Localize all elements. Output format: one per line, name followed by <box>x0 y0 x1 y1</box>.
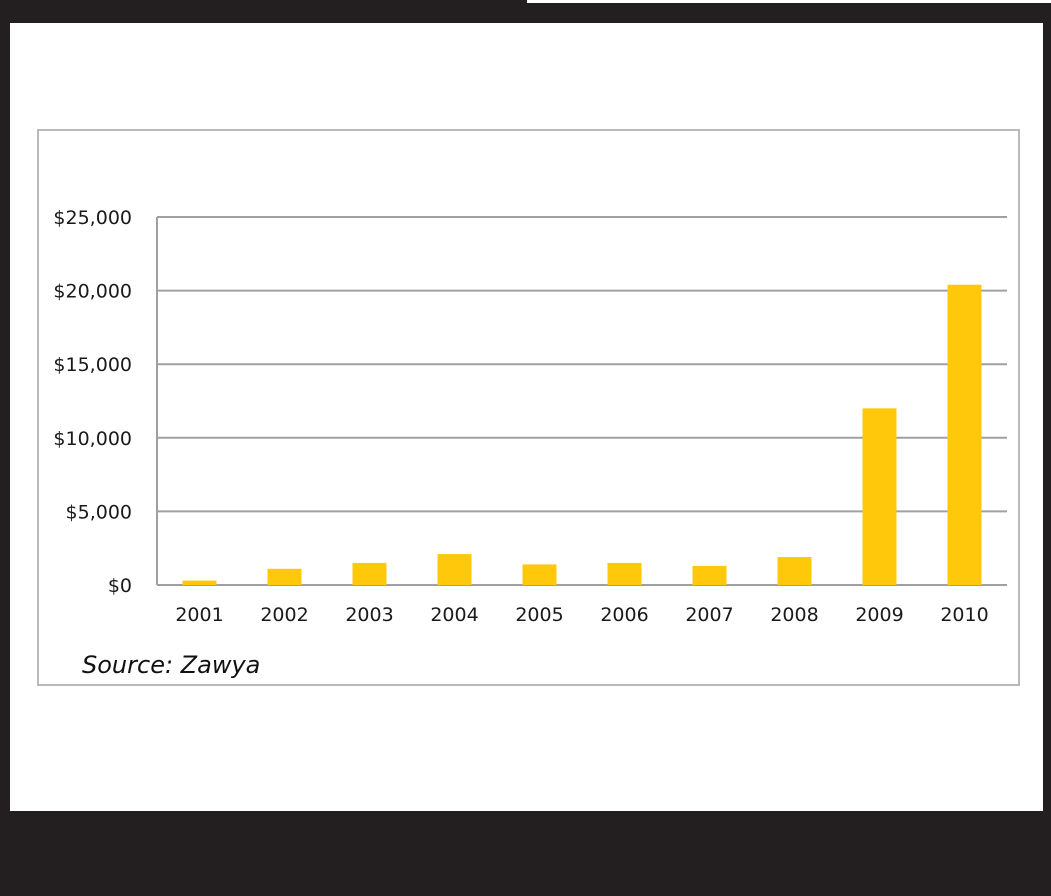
y-tick-label: $5,000 <box>66 501 132 523</box>
chart-frame <box>37 129 1020 686</box>
x-category-label: 2002 <box>260 604 308 626</box>
x-category-label: 2001 <box>175 604 223 626</box>
y-tick-label: $15,000 <box>53 354 132 376</box>
y-tick-label: $25,000 <box>53 207 132 229</box>
bar-2006 <box>607 562 642 585</box>
bar-2009 <box>862 408 897 585</box>
x-category-label: 2005 <box>515 604 563 626</box>
x-category-label: 2010 <box>940 604 988 626</box>
bar-2001 <box>182 580 217 585</box>
y-axis-tick-labels: $0 $5,000 $10,000 $15,000 $20,000 $25,000 <box>53 207 132 597</box>
bar-2002 <box>267 568 302 585</box>
y-tick-label: $10,000 <box>53 428 132 450</box>
x-category-label: 2003 <box>345 604 393 626</box>
bar-2010 <box>947 284 982 585</box>
x-category-label: 2006 <box>600 604 648 626</box>
bars <box>182 284 982 585</box>
bar-2007 <box>692 565 727 585</box>
y-tick-label: $0 <box>108 575 132 597</box>
bar-2008 <box>777 557 812 585</box>
x-category-label: 2004 <box>430 604 478 626</box>
x-category-label: 2007 <box>685 604 733 626</box>
x-axis-category-labels: 2001 2002 2003 2004 2005 2006 2007 2008 2009 2010 <box>175 604 988 626</box>
y-tick-label: $20,000 <box>53 281 132 303</box>
source-note: Source: Zawya <box>82 651 261 679</box>
bar-2003 <box>352 562 387 585</box>
x-category-label: 2008 <box>770 604 818 626</box>
bar-2004 <box>437 554 472 585</box>
top-white-strip <box>527 0 1051 3</box>
bar-2005 <box>522 564 557 585</box>
x-category-label: 2009 <box>855 604 903 626</box>
